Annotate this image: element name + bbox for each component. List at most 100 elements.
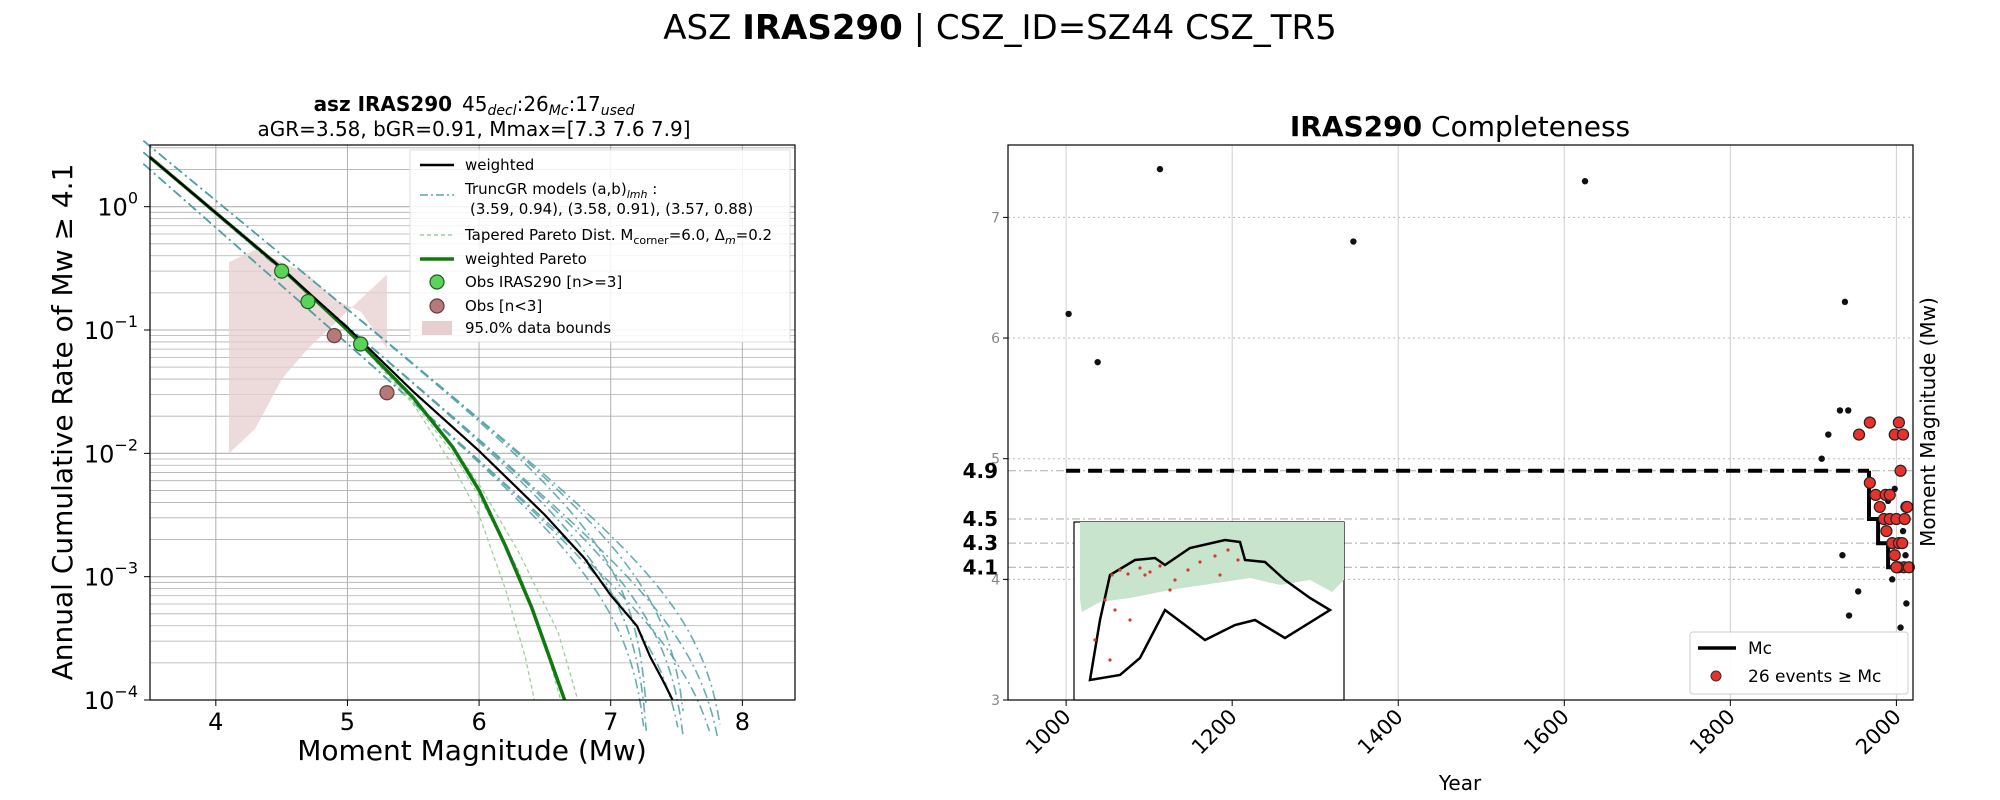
left-title-b: :26 (517, 92, 549, 116)
left-title-a: 45 (462, 92, 487, 116)
obs-point-ge3 (353, 336, 369, 352)
inset-event-dot (1103, 598, 1107, 602)
inset-event-dot (1168, 588, 1172, 592)
event-point-above-mc (1863, 476, 1876, 489)
event-point-below-mc (1836, 407, 1844, 414)
event-point-below-mc (1899, 527, 1907, 535)
x-tick-label: 1800 (1685, 705, 1740, 760)
truncgr-curve (142, 163, 645, 727)
obs-point-lt3 (326, 328, 342, 344)
inset-event-dot (1226, 548, 1230, 552)
mc-step-segment (1867, 470, 1907, 570)
event-point-below-mc (1902, 552, 1909, 559)
left-title-c: :17 (569, 92, 601, 116)
left-y-axis-label: Annual Cumulative Rate of Mw ≥ 4.1 (46, 164, 79, 681)
inset-map-events (1093, 548, 1240, 662)
y-tick-exponent: −4 (114, 682, 138, 701)
left-title-b-sub: Mc (549, 103, 569, 119)
tapered-pareto-curve (346, 329, 536, 701)
left-title-line2: aGR=3.58, bGR=0.91, Mmax=[7.3 7.6 7.9] (257, 117, 690, 141)
y-tick-exponent: −1 (114, 312, 138, 331)
x-tick-label: 2000 (1851, 705, 1906, 760)
inset-event-dot (1148, 570, 1152, 574)
mc-label: 4.5 (963, 507, 998, 531)
left-curves (142, 140, 721, 737)
x-tick-label: 5 (340, 708, 355, 736)
inset-map-zone-outline (1088, 538, 1333, 682)
y-tick-base: 10 (84, 687, 115, 715)
left-title-c-sub: used (601, 103, 635, 119)
inset-event-dot (1093, 638, 1097, 642)
right-title-rest: Completeness (1422, 110, 1630, 143)
y-tick-exponent: −2 (114, 435, 138, 454)
event-point-above-mc (1894, 464, 1907, 477)
inset-event-dot (1158, 564, 1162, 568)
x-tick-label: 8 (735, 708, 750, 736)
right-legend: Mc 26 events ≥ Mc (1689, 631, 1909, 695)
legend-tapered-after2: =0.2 (736, 226, 772, 244)
figure-title-bold: IRAS290 (742, 8, 903, 48)
y-tick-label: 10−2 (84, 435, 138, 468)
legend-truncgr-text: TruncGR models (a,b) (464, 180, 627, 198)
event-point-above-mc (1888, 549, 1901, 562)
inset-event-dot (1113, 608, 1117, 612)
inset-event-dot (1198, 560, 1202, 564)
inset-event-dot (1218, 573, 1222, 577)
event-point-below-mc (1350, 238, 1357, 245)
legend-pareto-label: weighted Pareto (465, 250, 587, 268)
inset-map (1073, 521, 1345, 701)
event-point-above-mc (1863, 416, 1876, 429)
inset-event-dot (1213, 554, 1217, 558)
event-point-below-mc (1845, 612, 1853, 619)
event-point-below-mc (1581, 177, 1589, 185)
event-point-above-mc (1896, 537, 1909, 550)
x-tick-label: 1000 (1021, 705, 1076, 760)
x-tick-label: 4 (208, 708, 223, 736)
event-point-below-mc (1825, 431, 1832, 438)
y-tick-label: 3 (991, 693, 1000, 709)
y-tick-label: 100 (97, 189, 138, 222)
legend-obs-ge3-swatch (429, 274, 445, 290)
y-tick-exponent: 0 (128, 189, 138, 208)
event-point-below-mc (1897, 624, 1904, 631)
legend-events-label: 26 events ≥ Mc (1748, 667, 1881, 687)
y-tick-label: 6 (991, 331, 1000, 347)
inset-event-dot (1110, 573, 1114, 577)
y-tick-label: 10−4 (84, 682, 138, 715)
truncgr-curve (142, 163, 711, 732)
y-tick-label: 4 (991, 572, 1000, 588)
tapered-pareto-curve (346, 329, 579, 701)
inset-event-dot (1128, 618, 1132, 622)
y-tick-base: 10 (97, 194, 128, 222)
legend-tapered-sub: corner (633, 234, 669, 247)
event-point-above-mc (1892, 416, 1905, 429)
x-tick-label: 1600 (1519, 705, 1574, 760)
y-tick-base: 10 (84, 440, 115, 468)
left-legend-box (409, 149, 791, 343)
figure-title: ASZ IRAS290 | CSZ_ID=SZ44 CSZ_TR5 (0, 8, 2000, 48)
right-panel: 1000 1200 1400 1600 1800 2000 3 4 5 6 7 4.9 4.54.34.… (963, 110, 1940, 795)
x-tick-label: 1200 (1187, 705, 1242, 760)
event-point-below-mc (1094, 358, 1101, 366)
truncgr-curve (142, 140, 721, 725)
legend-tapered-after: =6.0, Δ (669, 226, 726, 244)
right-legend-box (1689, 631, 1909, 695)
data-bounds-area (228, 249, 387, 454)
event-point-below-mc (1839, 552, 1846, 559)
inset-event-dot (1236, 558, 1240, 562)
obs-point-ge3 (300, 293, 316, 310)
right-title: IRAS290 Completeness (1290, 110, 1630, 143)
left-legend: weighted TruncGR models (a,b)lmh : (3.59… (409, 149, 791, 343)
event-point-below-mc (1889, 576, 1896, 583)
y-tick-exponent: −3 (114, 559, 138, 578)
inset-event-dot (1118, 568, 1122, 572)
mc-step-line (1066, 468, 1907, 570)
mc-label: 4.9 (963, 459, 998, 483)
event-point-above-mc (1890, 561, 1903, 574)
legend-tapered-text: Tapered Pareto Dist. M (464, 226, 633, 244)
obs-point-lt3 (379, 385, 395, 401)
inset-event-dot (1138, 566, 1142, 570)
left-x-axis-label: Moment Magnitude (Mw) (297, 734, 647, 767)
event-point-below-mc (1156, 165, 1164, 173)
